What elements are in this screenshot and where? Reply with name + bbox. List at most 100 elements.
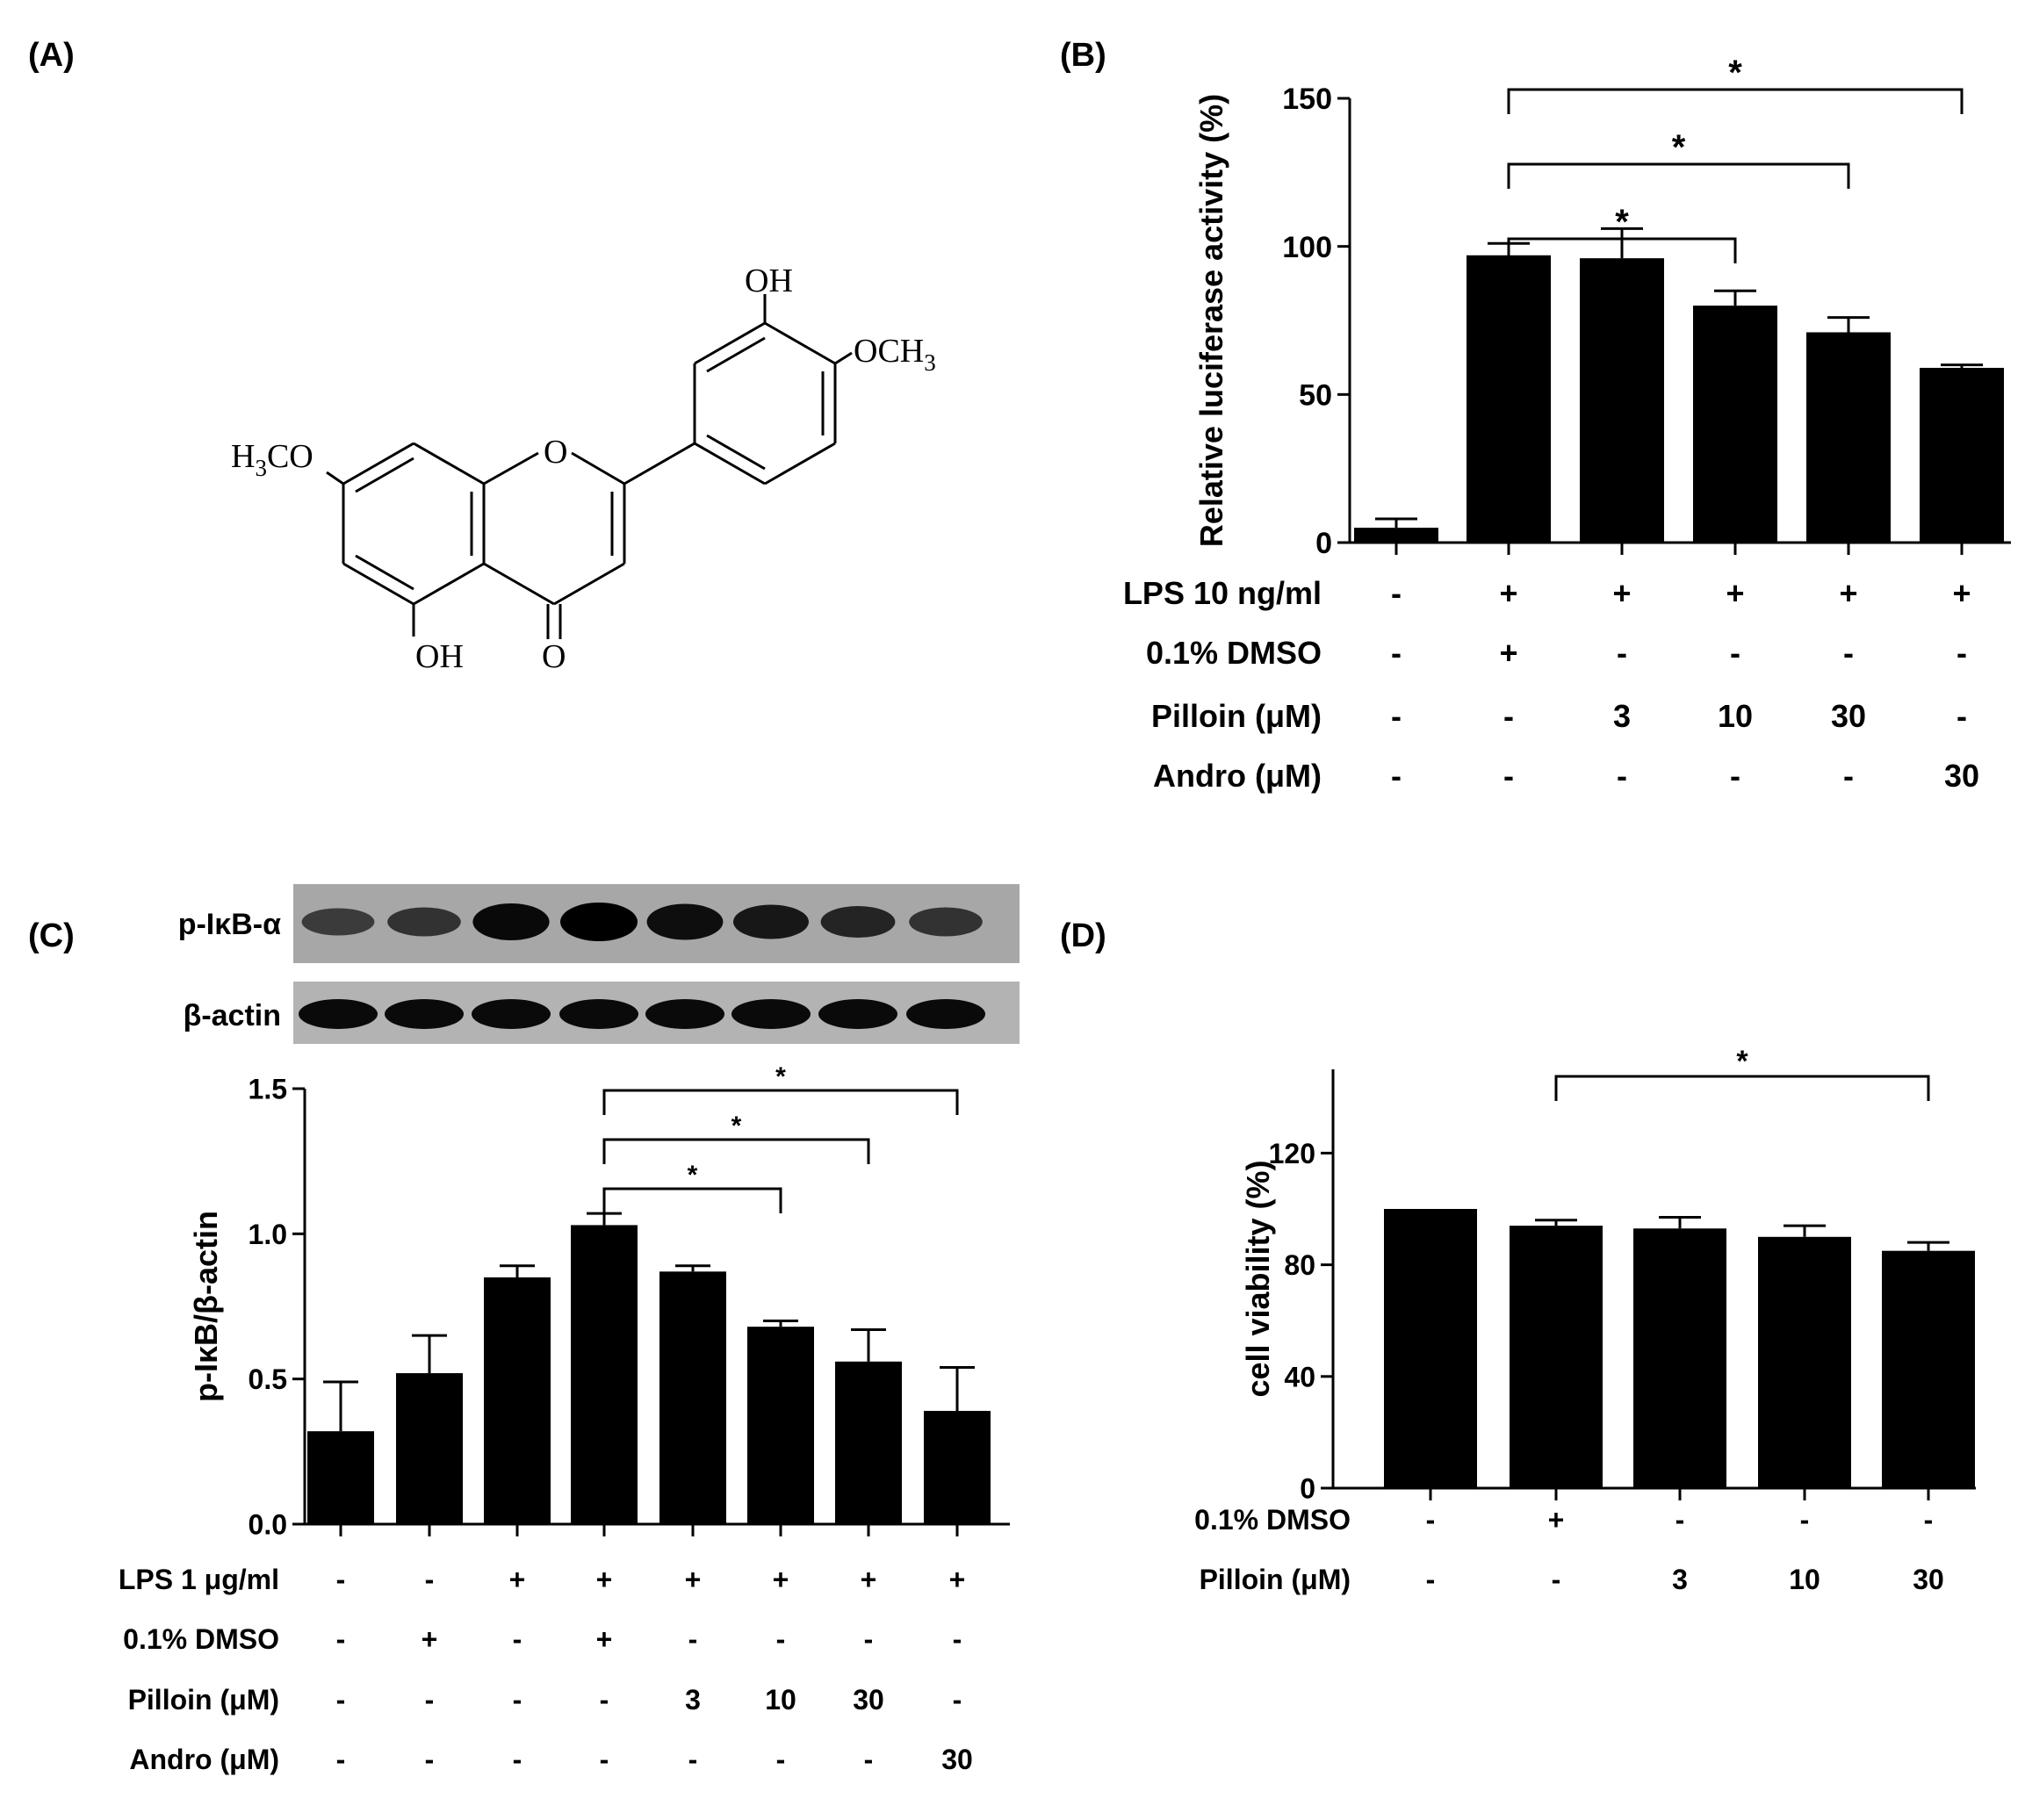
treatment-cell-c: + xyxy=(685,1564,702,1595)
treatment-cell-c: - xyxy=(336,1744,346,1775)
treatment-cell-b: - xyxy=(1503,758,1514,794)
significance-bracket-b xyxy=(1507,88,1964,114)
y-axis-label-c: p-IκB/β-actin xyxy=(188,1211,224,1402)
treatment-cell-d: - xyxy=(1552,1564,1561,1595)
bar-c-5 xyxy=(659,1271,726,1524)
treatment-cell-b: + xyxy=(1952,575,1971,611)
treatment-cell-b: + xyxy=(1726,575,1744,611)
blot-band-p-ikb xyxy=(472,903,550,940)
significance-star-b: * xyxy=(1728,54,1742,92)
treatment-cell-c: + xyxy=(509,1564,526,1595)
blot-band-beta-actin xyxy=(731,999,811,1029)
treatment-cell-d: - xyxy=(1924,1504,1934,1536)
treatment-cell-d: 3 xyxy=(1672,1564,1688,1595)
bar-d-1 xyxy=(1384,1209,1477,1488)
treatment-label-c: LPS 1 μg/ml xyxy=(119,1564,279,1595)
treatment-cell-c: - xyxy=(425,1684,435,1716)
blot-band-beta-actin xyxy=(385,999,464,1029)
bar-b-3 xyxy=(1580,258,1664,543)
treatment-label-b: 0.1% DMSO xyxy=(1146,635,1322,671)
treatment-cell-c: - xyxy=(336,1623,346,1655)
treatment-cell-d: - xyxy=(1426,1564,1436,1595)
treatment-cell-b: 30 xyxy=(1831,698,1866,734)
treatment-cell-b: - xyxy=(1391,575,1402,611)
treatment-cell-c: - xyxy=(688,1744,698,1775)
bar-c-1 xyxy=(307,1431,374,1524)
bar-c-8 xyxy=(924,1411,991,1524)
blot-band-p-ikb xyxy=(301,908,375,936)
treatment-cell-b: - xyxy=(1957,635,1967,671)
blot-beta-actin xyxy=(293,982,1020,1044)
blot-band-p-ikb xyxy=(560,903,638,941)
treatment-cell-c: - xyxy=(600,1744,609,1775)
blot-label-beta-actin: β-actin xyxy=(184,999,281,1032)
blot-band-p-ikb xyxy=(909,907,983,937)
significance-star-c: * xyxy=(775,1062,786,1091)
treatment-cell-c: 30 xyxy=(853,1684,884,1716)
atom-oh-top: OH xyxy=(745,263,793,299)
significance-star-b: * xyxy=(1672,128,1686,167)
treatment-cell-c: + xyxy=(949,1564,966,1595)
treatment-cell-c: + xyxy=(773,1564,789,1595)
bar-b-1 xyxy=(1354,528,1438,543)
bar-d-4 xyxy=(1758,1236,1851,1488)
treatment-cell-b: - xyxy=(1843,758,1854,794)
blot-band-p-ikb xyxy=(646,903,724,940)
bar-c-7 xyxy=(835,1361,902,1524)
treatment-label-b: LPS 10 ng/ml xyxy=(1123,575,1322,611)
panel-a-label: (A) xyxy=(28,37,75,74)
treatment-cell-c: - xyxy=(425,1744,435,1775)
treatment-cell-c: - xyxy=(336,1564,346,1595)
significance-star-b: * xyxy=(1615,203,1629,241)
bar-c-4 xyxy=(571,1225,638,1524)
y-axis-label-b: Relative luciferase activity (%) xyxy=(1193,94,1229,547)
atom-h3co-left: H3CO xyxy=(231,438,313,481)
treatment-cell-b: 3 xyxy=(1613,698,1631,734)
treatment-cell-d: - xyxy=(1800,1504,1810,1536)
chemical-structure xyxy=(326,294,853,639)
treatment-label-d: 0.1% DMSO xyxy=(1194,1504,1351,1536)
blot-band-beta-actin xyxy=(906,999,985,1029)
atom-carbonyl-oxygen: O xyxy=(542,638,566,675)
y-tick-label-b: 0 xyxy=(1315,527,1332,560)
significance-star-d: * xyxy=(1736,1045,1748,1078)
significance-bracket-c xyxy=(602,1138,870,1164)
treatment-cell-b: 10 xyxy=(1718,698,1753,734)
treatment-cell-c: - xyxy=(953,1623,962,1655)
treatment-label-c: Pilloin (μM) xyxy=(128,1684,279,1716)
y-axis-label-d: cell viability (%) xyxy=(1240,1160,1276,1397)
treatment-cell-d: 30 xyxy=(1913,1564,1944,1595)
treatment-cell-b: - xyxy=(1843,635,1854,671)
panel-b-label: (B) xyxy=(1060,37,1106,74)
treatment-cell-c: - xyxy=(600,1684,609,1716)
treatment-cell-c: + xyxy=(596,1564,613,1595)
treatment-cell-c: - xyxy=(513,1623,522,1655)
treatment-cell-c: - xyxy=(953,1684,962,1716)
treatment-cell-c: - xyxy=(513,1684,522,1716)
treatment-cell-c: - xyxy=(688,1623,698,1655)
treatment-cell-b: - xyxy=(1391,635,1402,671)
treatment-label-b: Pilloin (μM) xyxy=(1151,698,1322,734)
bar-c-2 xyxy=(396,1373,463,1524)
treatment-cell-b: - xyxy=(1391,758,1402,794)
y-tick-label-b: 100 xyxy=(1282,231,1332,264)
treatment-cell-d: - xyxy=(1426,1504,1436,1536)
treatment-cell-b: + xyxy=(1612,575,1631,611)
significance-bracket-b xyxy=(1507,237,1737,263)
bar-b-4 xyxy=(1693,306,1777,543)
blot-band-beta-actin xyxy=(559,999,638,1029)
treatment-cell-d: - xyxy=(1675,1504,1685,1536)
y-tick-label-c: 0.0 xyxy=(249,1509,287,1541)
treatment-cell-b: - xyxy=(1730,758,1740,794)
panel-c-label: (C) xyxy=(28,917,75,954)
treatment-cell-c: - xyxy=(864,1623,874,1655)
y-tick-label-b: 150 xyxy=(1282,83,1332,116)
treatment-cell-c: 10 xyxy=(765,1684,796,1716)
blot-band-p-ikb xyxy=(820,906,896,938)
y-tick-label-c: 0.5 xyxy=(249,1363,287,1395)
treatment-cell-c: - xyxy=(776,1623,786,1655)
treatment-cell-b: - xyxy=(1617,758,1627,794)
y-tick-label-c: 1.5 xyxy=(249,1074,287,1105)
treatment-cell-c: - xyxy=(513,1744,522,1775)
